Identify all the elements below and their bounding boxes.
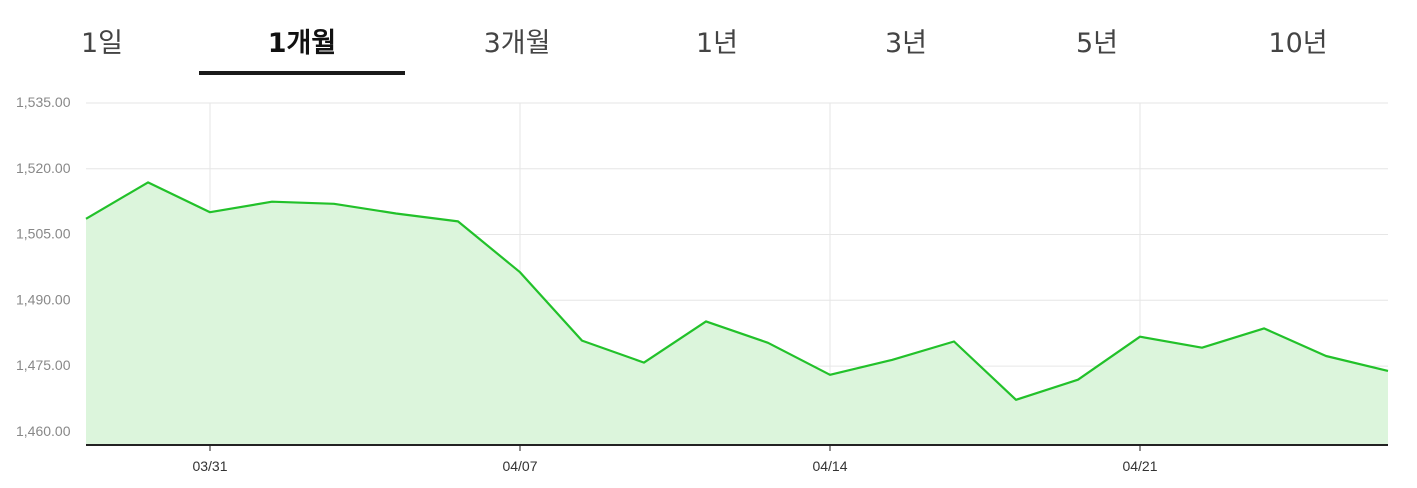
data-point-04-03 xyxy=(393,210,399,216)
data-point-04-16 xyxy=(951,339,957,345)
y-tick-label: 1,460.00 xyxy=(16,423,71,439)
data-point-04-21 xyxy=(1137,334,1143,340)
tab-3m[interactable]: 3개월 xyxy=(483,28,551,59)
y-axis-ticks: 1,460.00 1,475.00 1,490.00 1,505.00 1,520.00… xyxy=(16,94,71,439)
tab-3y[interactable]: 3년 xyxy=(884,28,928,59)
x-tick-label: 03/31 xyxy=(192,458,227,474)
price-area xyxy=(86,182,1388,445)
data-point-04-18 xyxy=(1075,377,1081,383)
data-point-03-31 xyxy=(207,209,213,215)
data-point-03-27 xyxy=(83,216,89,222)
data-point-04-07 xyxy=(517,269,523,275)
data-point-04-22 xyxy=(1199,345,1205,351)
tab-10y[interactable]: 10년 xyxy=(1268,28,1328,59)
data-point-04-24 xyxy=(1323,353,1329,359)
data-point-04-04 xyxy=(455,218,461,224)
data-point-04-15 xyxy=(889,357,895,363)
data-point-04-09 xyxy=(641,360,647,366)
y-tick-label: 1,535.00 xyxy=(16,94,71,110)
data-point-04-14 xyxy=(827,372,833,378)
tab-1d[interactable]: 1일 xyxy=(80,28,124,59)
data-point-04-25 xyxy=(1385,368,1391,374)
period-tabs: 1일 1개월 3개월 1년 3년 5년 10년 xyxy=(0,0,1417,80)
data-point-04-02 xyxy=(331,201,337,207)
tab-5y[interactable]: 5년 xyxy=(1075,28,1119,59)
x-tick-label: 04/21 xyxy=(1122,458,1157,474)
x-tick-label: 04/14 xyxy=(812,458,847,474)
x-axis-ticks: 03/31 04/07 04/14 04/21 xyxy=(192,445,1158,474)
data-point-04-10 xyxy=(703,318,709,324)
active-tab-underline xyxy=(199,71,405,75)
data-point-04-11 xyxy=(765,340,771,346)
y-tick-label: 1,520.00 xyxy=(16,160,71,176)
price-line xyxy=(85,181,1389,401)
y-tick-label: 1,475.00 xyxy=(16,357,71,373)
tab-1y[interactable]: 1년 xyxy=(695,28,739,59)
y-tick-label: 1,490.00 xyxy=(16,291,71,307)
data-point-04-01 xyxy=(269,199,275,205)
data-point-04-17 xyxy=(1013,397,1019,403)
x-tick-label: 04/07 xyxy=(502,458,537,474)
tab-1m[interactable]: 1개월 xyxy=(267,28,337,59)
price-chart: 1,460.00 1,475.00 1,490.00 1,505.00 1,520.00… xyxy=(16,94,1391,474)
data-point-03-28 xyxy=(145,179,151,185)
data-point-04-08 xyxy=(579,338,585,344)
data-point-04-23 xyxy=(1261,325,1267,331)
y-tick-label: 1,505.00 xyxy=(16,226,71,242)
